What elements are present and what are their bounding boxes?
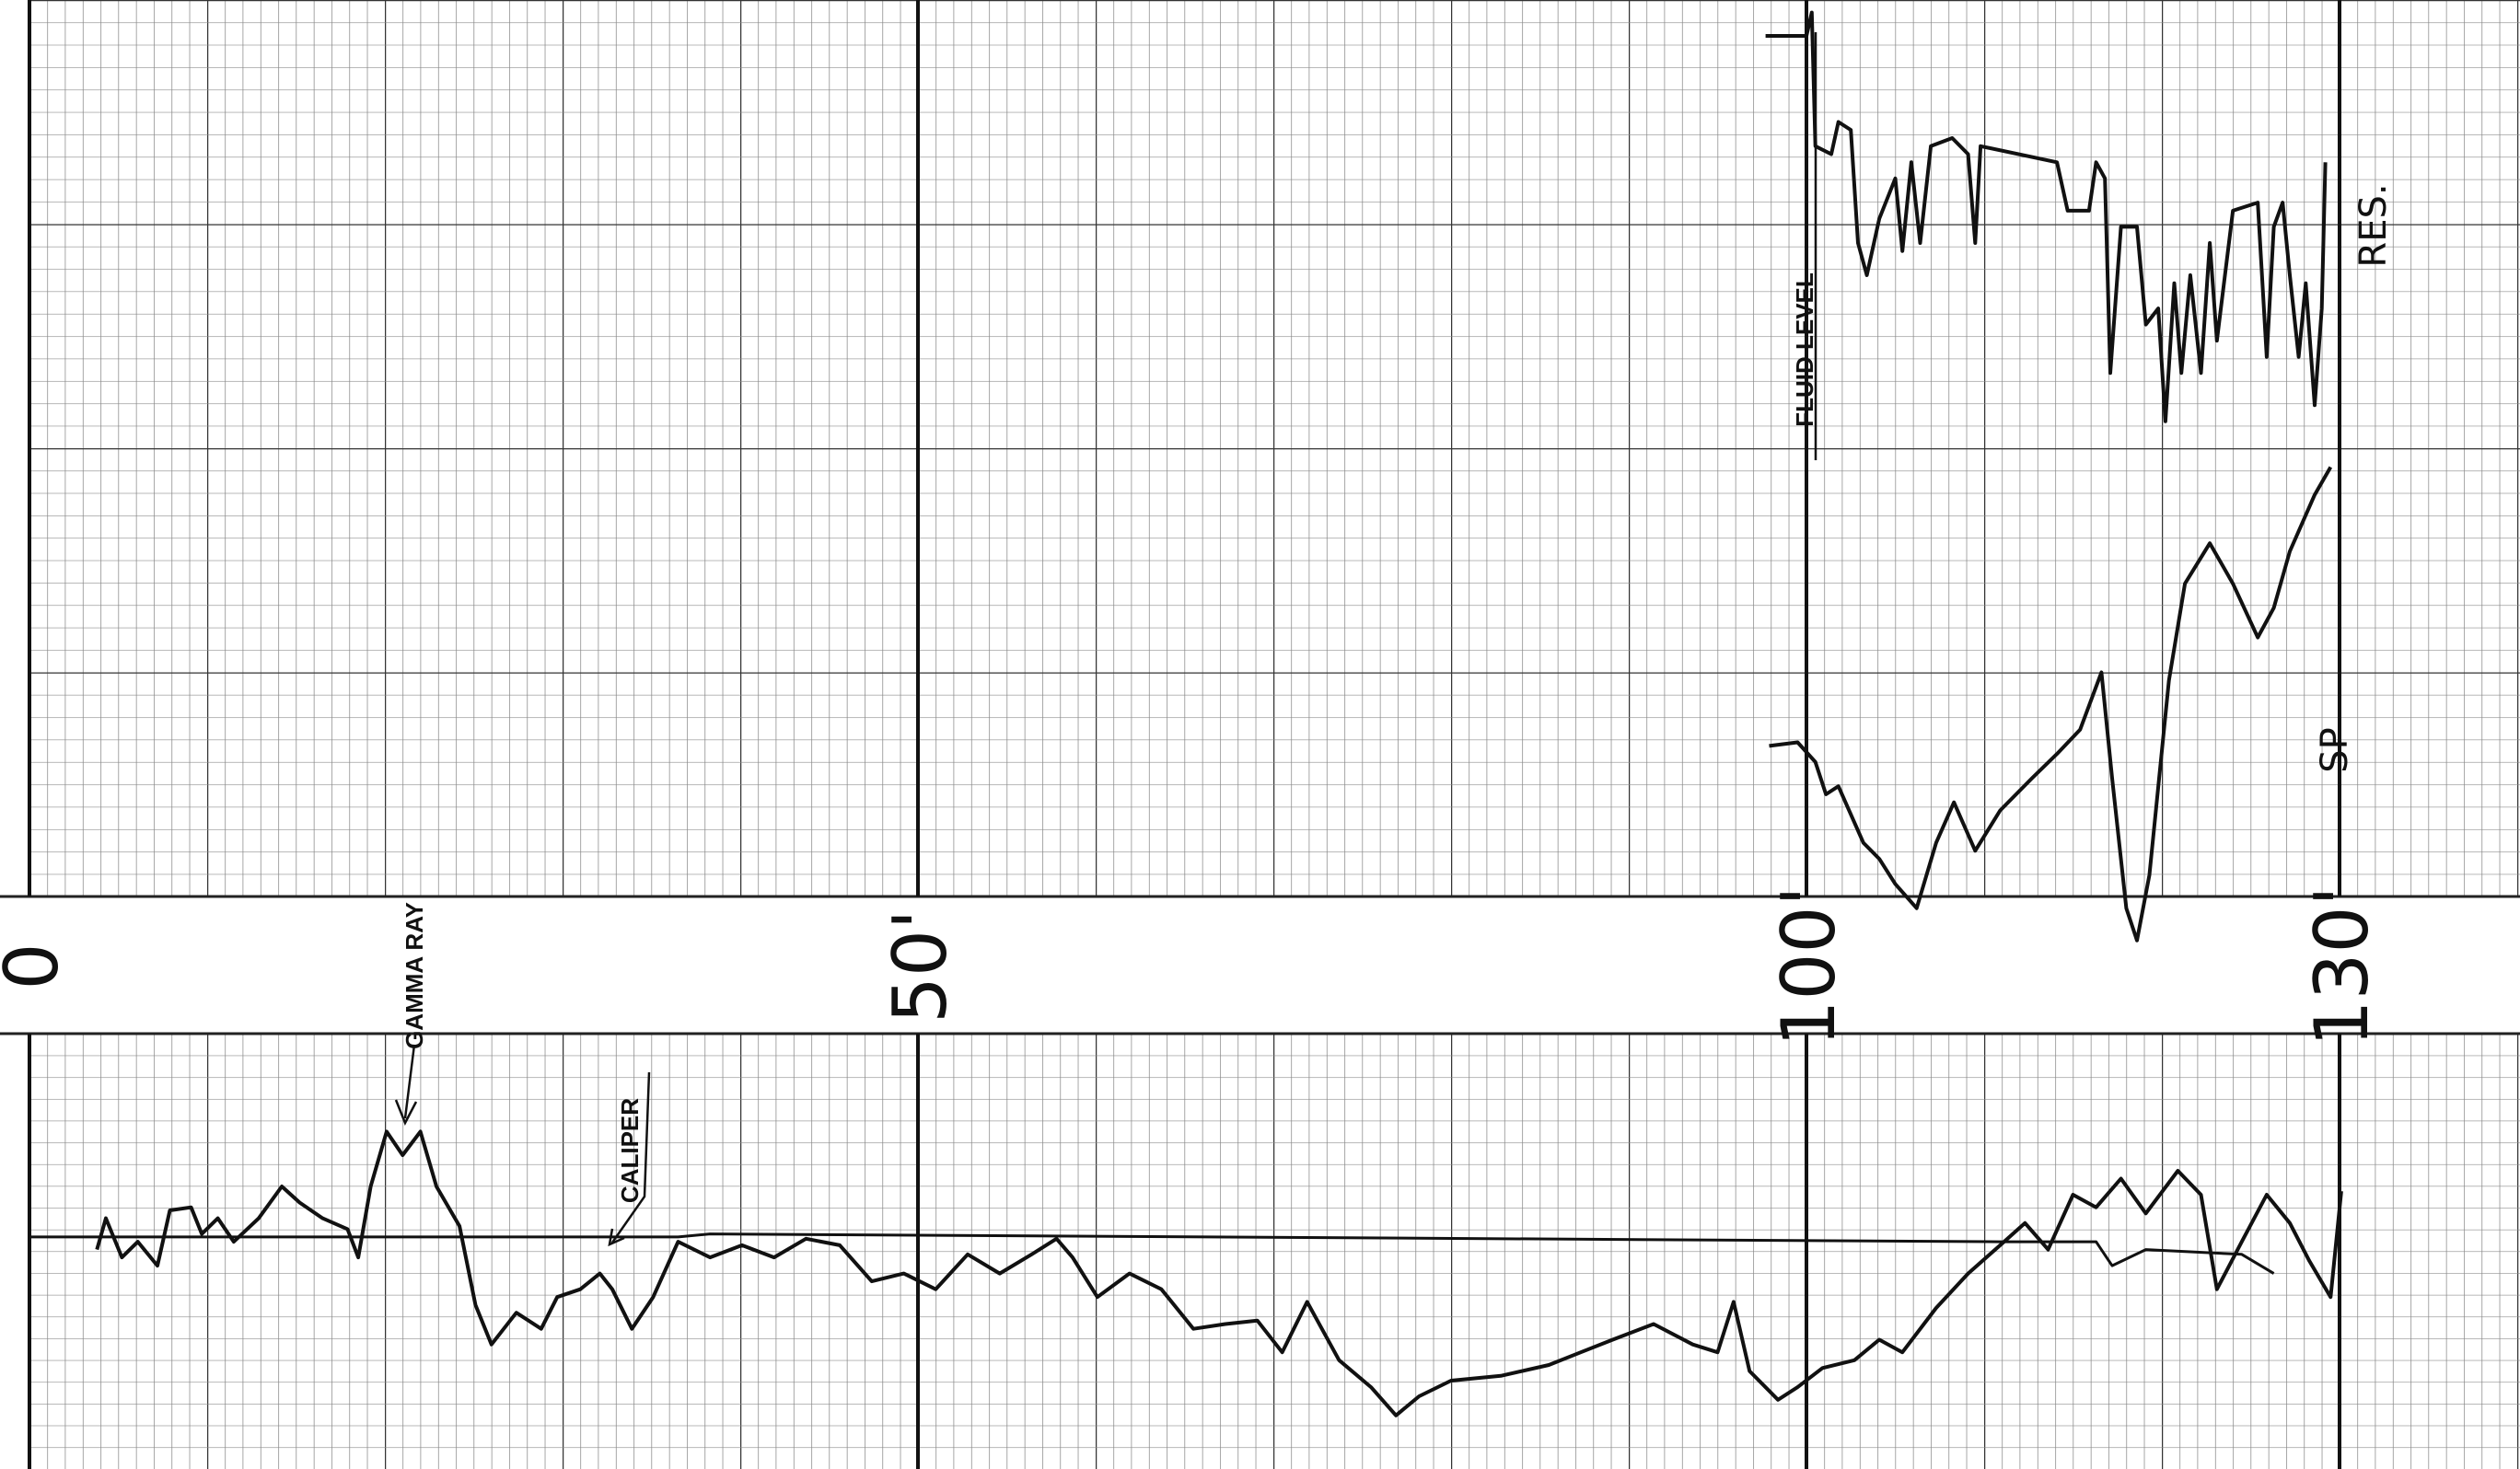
annotation: FLUID LEVEL: [1791, 272, 1818, 427]
depth-label: 50': [877, 909, 963, 1024]
log-curve: [1769, 466, 2333, 943]
depth-label: 0: [0, 943, 75, 990]
log-curve: [29, 1232, 2275, 1275]
curve-label: RES.: [2352, 183, 2395, 267]
log-curve: [95, 1129, 2343, 1417]
depth-label: 130': [2299, 886, 2385, 1047]
curve-label: GAMMA RAY: [401, 902, 428, 1049]
log-curve: [1765, 10, 2328, 423]
curve-label: SP: [2314, 727, 2356, 773]
depth-label: 100': [1766, 886, 1852, 1047]
curve-label: CALIPER: [616, 1098, 644, 1203]
